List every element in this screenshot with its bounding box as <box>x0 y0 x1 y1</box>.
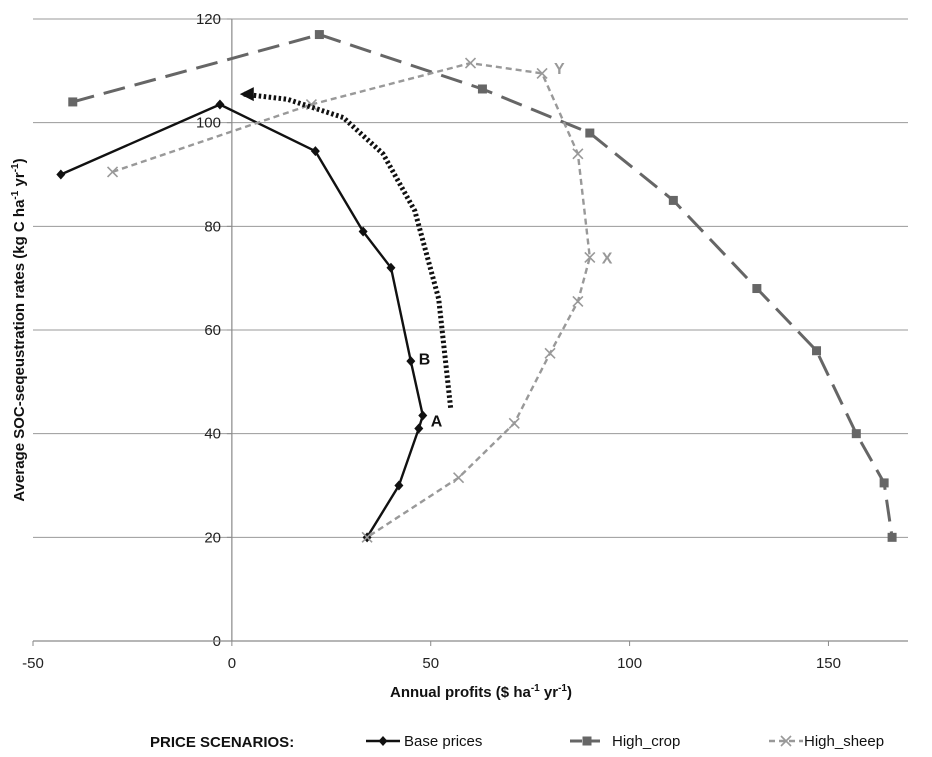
legend: PRICE SCENARIOS: Base prices High_crop Hig… <box>150 733 884 751</box>
point-Base prices-4 <box>386 262 396 273</box>
point-High_crop-4 <box>668 195 678 205</box>
point-High_sheep-2 <box>464 57 477 69</box>
series-Base prices <box>56 99 428 543</box>
x-axis-title-mid: yr <box>540 684 559 701</box>
point-High_crop-1 <box>314 30 324 40</box>
point-High_crop-5 <box>752 284 762 294</box>
point-High_crop-6 <box>812 346 822 356</box>
legend-marker-High_sheep <box>780 735 792 747</box>
arrow-head <box>239 87 254 102</box>
point-annotations: Y X B A <box>419 61 613 430</box>
point-Base prices-1 <box>215 99 225 110</box>
point-High_sheep-3 <box>536 67 548 79</box>
point-High_sheep-9 <box>453 472 465 484</box>
trend-arrow <box>239 87 454 409</box>
series-High_sheep <box>106 57 596 543</box>
legend-item-Base prices: Base prices <box>366 733 482 750</box>
y-axis-title: Average SOC-seqeustration rates (kg C ha… <box>10 158 28 501</box>
point-Base prices-2 <box>310 146 320 157</box>
legend-label-High_crop: High_crop <box>612 733 680 750</box>
arrow-path <box>243 91 454 409</box>
point-High_crop-9 <box>887 532 897 542</box>
point-High_sheep-8 <box>508 417 520 429</box>
series-line-High_sheep <box>112 61 591 539</box>
x-axis-title-end: ) <box>567 684 572 701</box>
point-High_crop-3 <box>585 128 595 138</box>
point-Base prices-0 <box>56 169 66 180</box>
point-High_sheep-0 <box>106 166 119 178</box>
y-axis-title-main: Average SOC-seqeustration rates (kg C ha <box>11 199 28 502</box>
y-axis-title-mid: yr <box>11 172 28 191</box>
point-Base prices-3 <box>358 226 368 237</box>
annotation-B: B <box>419 352 431 369</box>
y-axis-title-end: ) <box>11 158 28 163</box>
point-High_crop-8 <box>879 478 889 488</box>
x-tick-label--50: -50 <box>22 655 44 672</box>
point-High_sheep-7 <box>544 347 556 359</box>
point-High_sheep-4 <box>572 148 584 160</box>
legend-item-High_sheep: High_sheep <box>769 733 884 750</box>
point-High_crop-0 <box>68 97 78 107</box>
legend-title: PRICE SCENARIOS: <box>150 734 294 751</box>
x-tick-label-100: 100 <box>617 655 642 672</box>
point-Base prices-7 <box>414 423 424 434</box>
y-tick-label-60: 60 <box>204 322 221 339</box>
y-tick-label-20: 20 <box>204 529 221 546</box>
point-High_crop-2 <box>477 84 487 94</box>
legend-marker-High_crop <box>582 736 592 746</box>
series-High_crop <box>68 30 897 542</box>
gridlines <box>33 18 908 538</box>
legend-label-Base prices: Base prices <box>404 733 482 750</box>
data-series <box>56 30 897 543</box>
x-axis-title-main: Annual profits ($ ha <box>390 684 531 701</box>
point-Base prices-5 <box>406 356 416 367</box>
y-tick-label-40: 40 <box>204 426 221 443</box>
x-tick-label-0: 0 <box>228 655 236 672</box>
point-High_crop-7 <box>851 429 861 439</box>
legend-label-High_sheep: High_sheep <box>804 733 884 750</box>
series-line-Base prices <box>60 103 424 538</box>
legend-item-High_crop: High_crop <box>570 733 680 750</box>
legend-marker-Base prices <box>378 736 388 746</box>
annotation-A: A <box>431 414 443 431</box>
annotation-Y: Y <box>554 61 565 78</box>
y-axis-title-unit2: -1 <box>10 163 21 172</box>
x-axis-title-unit: -1 <box>531 683 540 694</box>
series-line-High_crop <box>72 33 894 538</box>
x-tick-label-50: 50 <box>422 655 439 672</box>
y-tick-label-100: 100 <box>196 115 221 132</box>
x-tick-label-150: 150 <box>816 655 841 672</box>
y-tick-label-80: 80 <box>204 218 221 235</box>
point-High_sheep-10 <box>361 531 373 543</box>
x-axis-title-unit2: -1 <box>558 683 567 694</box>
point-Base prices-6 <box>418 410 428 421</box>
legend-items: Base prices High_crop High_sheep <box>366 733 884 750</box>
x-axis-title: Annual profits ($ ha-1 yr-1) <box>390 683 572 701</box>
y-axis-title-unit: -1 <box>10 190 21 199</box>
y-tick-label-120: 120 <box>196 11 221 28</box>
point-High_sheep-5 <box>584 251 596 263</box>
point-Base prices-8 <box>394 480 404 491</box>
point-High_sheep-6 <box>572 295 584 308</box>
annotation-X: X <box>602 250 613 267</box>
